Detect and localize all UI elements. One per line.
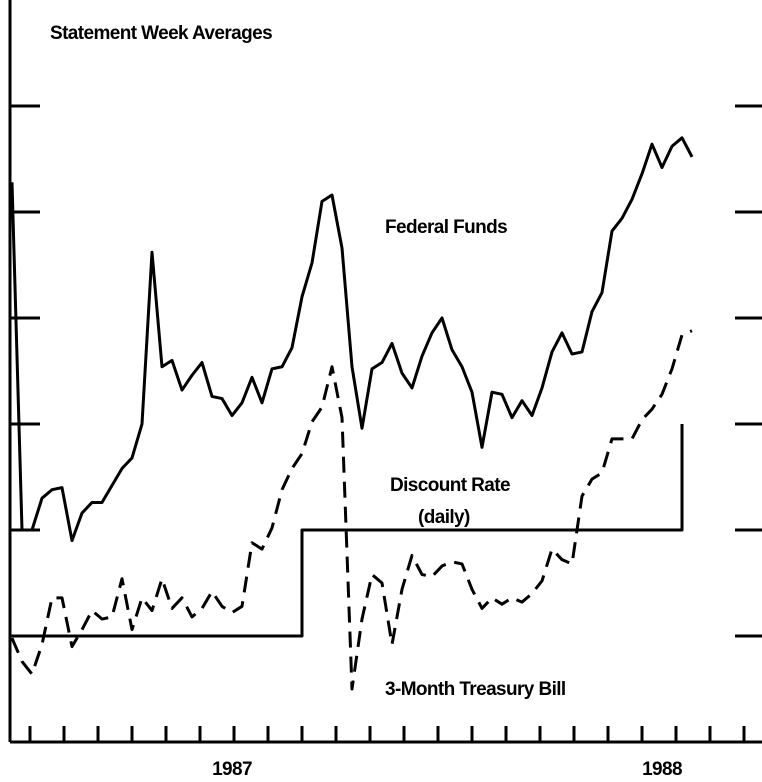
- x-tick-label: 1988: [642, 759, 682, 780]
- series-line: [10, 329, 693, 691]
- annotation: (daily): [418, 507, 470, 528]
- series-line: [10, 136, 694, 543]
- chart-title: Statement Week Averages: [50, 23, 272, 44]
- series-label: 3-Month Treasury Bill: [385, 679, 566, 700]
- x-tick-label: 1987: [212, 759, 252, 780]
- series-label: Federal Funds: [385, 217, 507, 238]
- series-label: Discount Rate: [390, 475, 510, 496]
- series-line: [12, 424, 684, 638]
